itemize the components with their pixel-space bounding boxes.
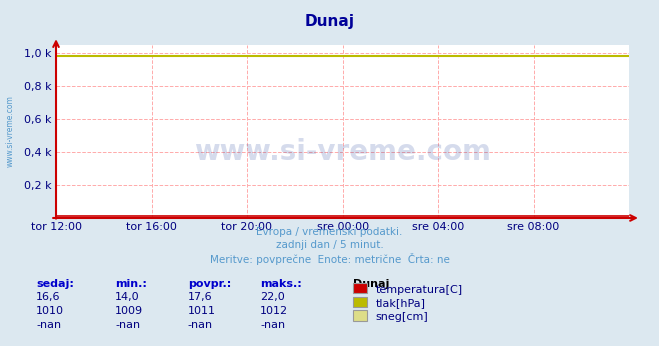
Text: -nan: -nan [115,320,140,330]
Text: Evropa / vremenski podatki.: Evropa / vremenski podatki. [256,227,403,237]
Text: -nan: -nan [188,320,213,330]
Text: Dunaj: Dunaj [353,279,389,289]
Text: www.si-vreme.com: www.si-vreme.com [5,95,14,167]
Text: www.si-vreme.com: www.si-vreme.com [194,138,491,166]
Text: zadnji dan / 5 minut.: zadnji dan / 5 minut. [275,240,384,250]
Text: povpr.:: povpr.: [188,279,231,289]
Text: 1010: 1010 [36,306,64,316]
Text: 16,6: 16,6 [36,292,61,302]
Text: 22,0: 22,0 [260,292,285,302]
Text: -nan: -nan [36,320,61,330]
Text: Meritve: povprečne  Enote: metrične  Črta: ne: Meritve: povprečne Enote: metrične Črta:… [210,253,449,265]
Text: maks.:: maks.: [260,279,302,289]
Text: tlak[hPa]: tlak[hPa] [376,299,426,308]
Text: 17,6: 17,6 [188,292,212,302]
Text: sneg[cm]: sneg[cm] [376,312,428,322]
Text: 14,0: 14,0 [115,292,140,302]
Text: min.:: min.: [115,279,147,289]
Text: sedaj:: sedaj: [36,279,74,289]
Text: 1012: 1012 [260,306,289,316]
Text: 1009: 1009 [115,306,144,316]
Text: 1011: 1011 [188,306,215,316]
Text: -nan: -nan [260,320,285,330]
Text: temperatura[C]: temperatura[C] [376,285,463,294]
Text: Dunaj: Dunaj [304,14,355,29]
